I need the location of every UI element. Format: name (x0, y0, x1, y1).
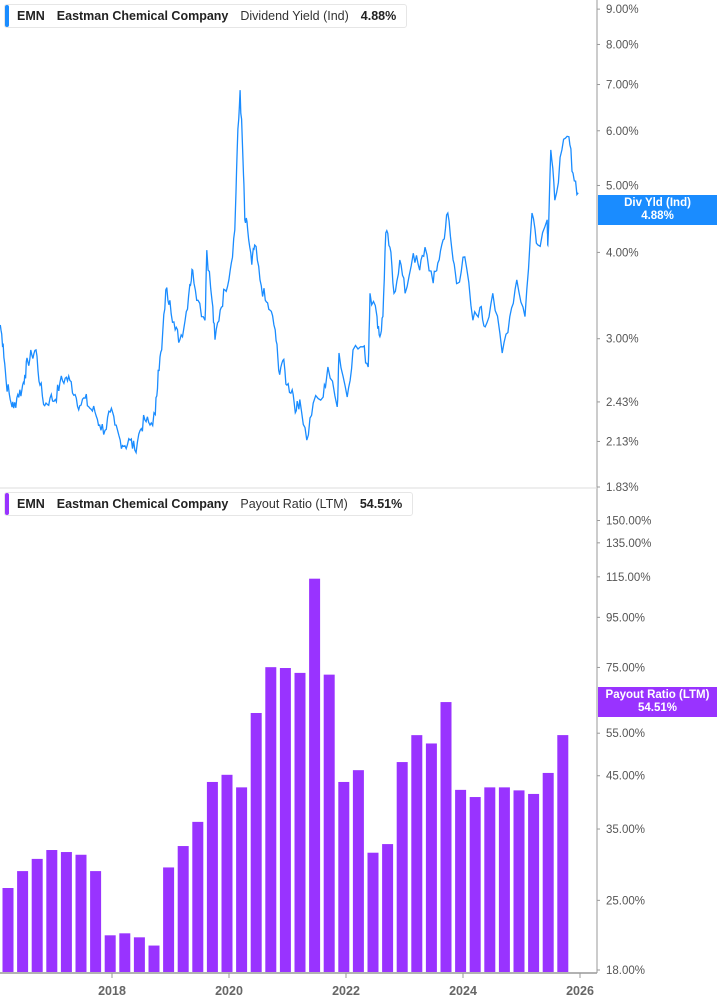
yield-current-badge: Div Yld (Ind) 4.88% (598, 195, 717, 225)
payout-bar (148, 945, 160, 972)
payout-bar (236, 787, 248, 972)
badge-value: 4.88% (641, 210, 674, 222)
payout-bar (104, 935, 116, 972)
payout-bar (279, 668, 291, 972)
payout-axis-tick-label: 115.00% (606, 572, 651, 584)
yield-axis-tick-label: 6.00% (606, 126, 639, 138)
x-axis-tick-label: 2024 (449, 984, 477, 998)
payout-bar (221, 774, 233, 972)
payout-bar (192, 821, 204, 972)
yield-axis-tick-label: 2.43% (606, 397, 639, 409)
legend-company: Eastman Chemical Company (56, 9, 229, 23)
payout-bar (294, 672, 306, 972)
payout-bar (411, 735, 423, 972)
yield-color-swatch (5, 5, 9, 27)
payout-color-swatch (5, 493, 9, 515)
yield-axis-tick-label: 1.83% (606, 482, 639, 494)
payout-axis-tick-label: 45.00% (606, 771, 645, 783)
payout-bar (250, 712, 262, 972)
payout-bar (17, 871, 29, 972)
payout-bar (177, 846, 189, 972)
payout-bar (557, 735, 569, 972)
payout-axis-tick-label: 55.00% (606, 728, 645, 740)
payout-bar (46, 850, 58, 972)
yield-axis-tick-label: 7.00% (606, 80, 639, 92)
payout-axis-tick-label: 35.00% (606, 824, 645, 836)
top-legend: EMN Eastman Chemical Company Dividend Yi… (4, 4, 408, 28)
payout-axis-tick-label: 150.00% (606, 516, 651, 528)
x-axis-tick-label: 2018 (98, 984, 126, 998)
payout-bar (265, 667, 277, 972)
x-axis-tick-label: 2022 (332, 984, 360, 998)
legend-metric: Payout Ratio (LTM) (240, 497, 348, 511)
payout-bar (528, 793, 540, 972)
payout-bar (498, 787, 510, 972)
payout-current-badge: Payout Ratio (LTM) 54.51% (598, 687, 717, 717)
x-axis-tick-label: 2026 (566, 984, 594, 998)
yield-axis-tick-label: 5.00% (606, 180, 639, 192)
badge-label: Payout Ratio (LTM) (605, 689, 710, 701)
legend-value: 4.88% (360, 9, 397, 23)
yield-axis-tick-label: 8.00% (606, 39, 639, 51)
payout-bar (513, 790, 525, 972)
dividend-yield-line (0, 90, 579, 455)
payout-bar (396, 762, 408, 972)
yield-axis-tick-label: 9.00% (606, 4, 639, 16)
payout-bar (2, 888, 14, 972)
payout-axis-tick-label: 25.00% (606, 895, 645, 907)
payout-axis-tick-label: 75.00% (606, 662, 645, 674)
payout-bar (382, 844, 394, 972)
payout-axis-tick-label: 95.00% (606, 612, 645, 624)
yield-axis-tick-label: 2.13% (606, 436, 639, 448)
payout-bar (484, 787, 496, 972)
payout-bar (75, 854, 87, 972)
yield-axis-tick-label: 3.00% (606, 334, 639, 346)
payout-bar (133, 937, 145, 972)
yield-axis-tick-label: 4.00% (606, 247, 639, 259)
payout-bar (323, 674, 335, 972)
x-axis-tick-label: 2020 (215, 984, 243, 998)
payout-bar (338, 781, 350, 972)
payout-bar (440, 702, 452, 972)
payout-bar (367, 852, 379, 972)
badge-label: Div Yld (Ind) (624, 197, 691, 209)
payout-bar (206, 781, 218, 972)
payout-bars (2, 578, 569, 972)
badge-value: 54.51% (637, 702, 677, 714)
payout-bar (425, 743, 437, 972)
payout-bar (455, 789, 467, 972)
payout-axis-tick-label: 18.00% (606, 965, 645, 977)
payout-bar (352, 770, 364, 972)
legend-ticker: EMN (17, 497, 45, 511)
payout-bar (119, 933, 131, 972)
legend-value: 54.51% (359, 497, 403, 511)
legend-metric: Dividend Yield (Ind) (240, 9, 349, 23)
payout-axis-tick-label: 135.00% (606, 538, 651, 550)
payout-bar (469, 797, 481, 972)
payout-bar (309, 578, 321, 972)
legend-company: Eastman Chemical Company (56, 497, 229, 511)
payout-bar (60, 852, 72, 972)
bottom-legend: EMN Eastman Chemical Company Payout Rati… (4, 492, 414, 516)
payout-bar (163, 867, 175, 972)
payout-bar (31, 858, 43, 972)
payout-bar (90, 871, 102, 972)
legend-ticker: EMN (17, 9, 45, 23)
payout-bar (542, 772, 554, 972)
